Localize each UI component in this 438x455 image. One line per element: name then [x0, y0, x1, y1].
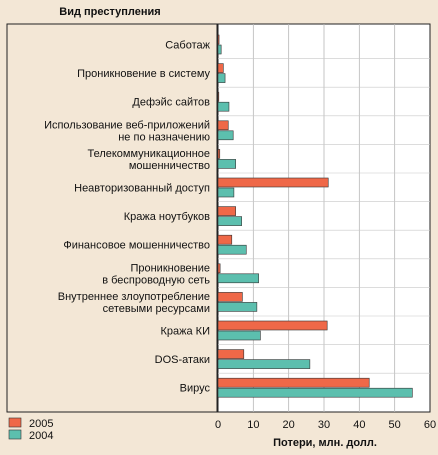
bar-2005-3: [217, 120, 229, 131]
x-tick-labels: 0 10 20 30 40 50 60: [215, 419, 436, 431]
category-label: Финансовое мошенничество: [63, 240, 210, 252]
legend-swatch-2004: [8, 429, 22, 440]
category-label: не по назначению: [118, 131, 210, 143]
bar-2005-9: [217, 292, 243, 302]
bar-2004-2: [217, 101, 230, 112]
category-label: Проникновение: [130, 262, 210, 274]
bar-2005-11: [217, 349, 245, 359]
category-label: в беспроводную сеть: [102, 274, 210, 286]
x-tick-label: 0: [215, 419, 221, 431]
category-panel: [6, 23, 218, 413]
legend-swatch-2005: [8, 417, 22, 428]
legend: 2005 2004: [8, 417, 53, 442]
bar-2005-0: [217, 34, 220, 45]
bar-group: [217, 34, 413, 398]
bar-2005-12: [217, 377, 370, 388]
x-tick-label: 10: [247, 419, 259, 431]
bar-2004-0: [217, 44, 222, 55]
bar-2005-10: [217, 320, 328, 331]
bar-2004-6: [217, 216, 242, 226]
grid-lines: [218, 24, 430, 412]
bar-2004-12: [217, 387, 413, 398]
bar-2004-9: [217, 302, 258, 312]
x-tick-label: 20: [283, 419, 295, 431]
category-label: Вирус: [180, 383, 211, 395]
category-labels: Саботаж Проникновение в систему Дефэйс сай…: [44, 40, 211, 395]
category-label: мошенничество: [129, 160, 210, 172]
bar-2004-5: [217, 187, 235, 198]
y-axis-title: Вид преступления: [59, 6, 160, 18]
bar-2004-1: [217, 73, 226, 83]
legend-label-2005: 2005: [29, 418, 53, 430]
bar-2004-10: [217, 330, 261, 341]
bar-2005-6: [217, 206, 236, 216]
bar-2005-2: [217, 91, 220, 102]
category-label: Внутреннее злоупотребление: [58, 291, 210, 303]
category-label: сетевыми ресурсами: [103, 303, 210, 315]
bar-2005-5: [217, 177, 329, 188]
bar-2004-3: [217, 130, 234, 141]
category-label: Телекоммуникационное: [87, 148, 210, 160]
category-label: Проникновение в систему: [77, 68, 210, 80]
legend-label-2004: 2004: [29, 430, 53, 442]
x-tick-label: 40: [353, 419, 365, 431]
x-tick-label: 30: [318, 419, 330, 431]
bar-2005-7: [217, 234, 233, 245]
category-label: Кража ноутбуков: [124, 211, 210, 223]
category-label: Кража КИ: [161, 326, 211, 338]
bar-2004-4: [217, 159, 236, 169]
bar-2005-4: [217, 149, 221, 159]
category-label: Саботаж: [165, 40, 210, 52]
bar-2004-8: [217, 273, 259, 284]
category-label: Дефэйс сайтов: [132, 97, 210, 109]
x-tick-label: 50: [389, 419, 401, 431]
bar-2004-7: [217, 244, 247, 255]
bar-2004-11: [217, 359, 311, 369]
bar-2005-1: [217, 63, 224, 73]
category-label: Использование веб-приложений: [44, 119, 210, 131]
x-axis-title: Потери, млн. долл.: [273, 437, 377, 449]
bar-2005-8: [217, 263, 221, 274]
category-label: DOS-атаки: [155, 354, 210, 366]
x-tick-label: 60: [424, 419, 436, 431]
category-label: Неавторизованный доступ: [74, 183, 210, 195]
